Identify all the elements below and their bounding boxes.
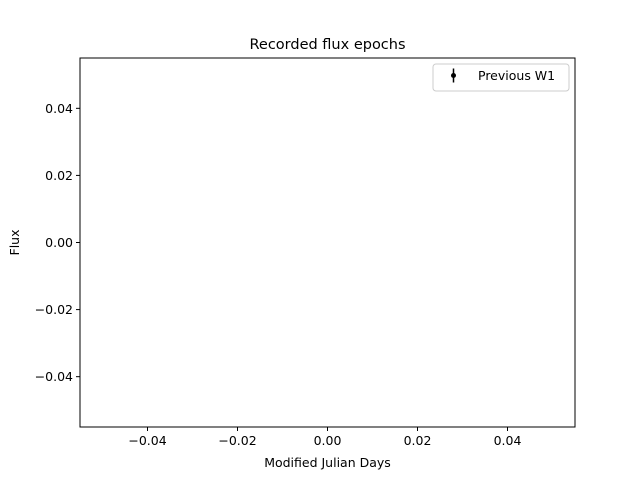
y-tick-label: 0.04 <box>45 101 73 116</box>
y-tick-label: 0.00 <box>45 235 73 250</box>
x-tick-label: 0.00 <box>314 433 342 448</box>
legend-label-previous-w1: Previous W1 <box>478 68 555 83</box>
y-tick-label: 0.02 <box>45 168 73 183</box>
x-axis-label: Modified Julian Days <box>264 455 391 470</box>
legend-box <box>432 63 570 92</box>
chart-title: Recorded flux epochs <box>249 37 405 53</box>
x-tick-label: −0.04 <box>128 433 166 448</box>
y-axis-label: Flux <box>7 230 22 256</box>
x-tick-label: −0.02 <box>218 433 256 448</box>
plot-area <box>79 57 576 428</box>
legend-marker-errorbar-icon <box>451 68 456 83</box>
legend: Previous W1 <box>432 63 570 92</box>
x-axis-ticks: −0.04 −0.02 0.00 0.02 0.04 <box>128 427 521 448</box>
y-tick-label: −0.02 <box>35 302 73 317</box>
x-tick-label: 0.02 <box>404 433 432 448</box>
x-tick-label: 0.04 <box>494 433 522 448</box>
y-axis-ticks: −0.04 −0.02 0.00 0.02 0.04 <box>35 101 80 384</box>
y-tick-label: −0.04 <box>35 369 73 384</box>
